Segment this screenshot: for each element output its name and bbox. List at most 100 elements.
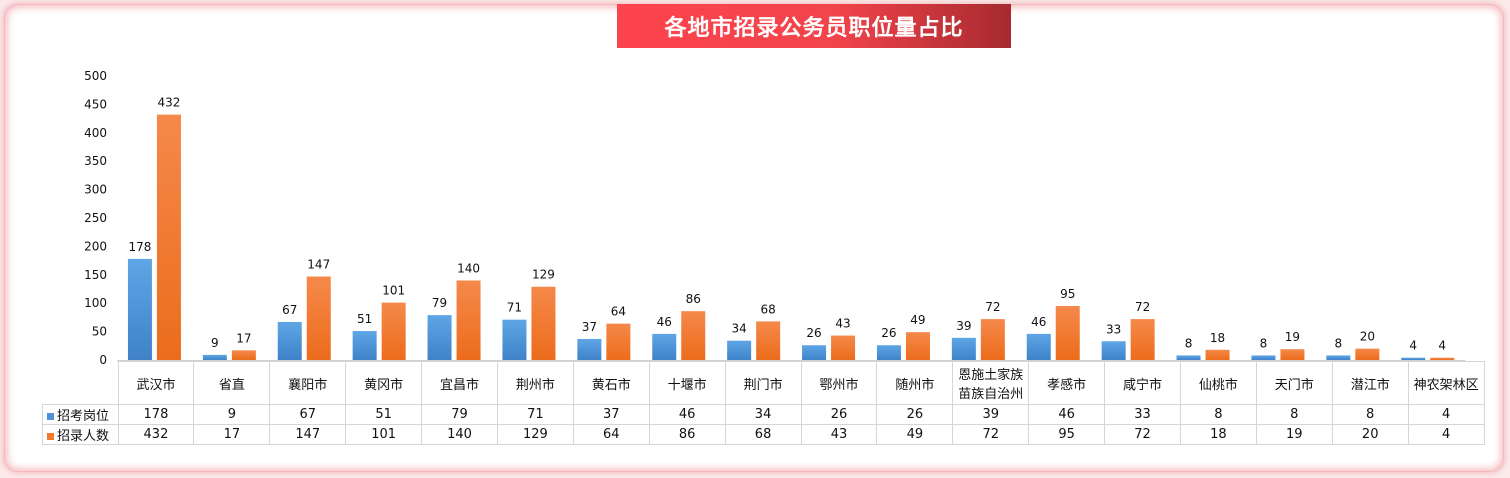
table-cell: 95 (1028, 424, 1106, 445)
table-row: 招录人数 432 17 147 101 140 129 64 86 68 43 49 72 95 72 18 1… (42, 424, 1485, 445)
bar-series2 (1205, 349, 1230, 360)
x-tick-label-line: 黄石市 (591, 377, 631, 393)
table-cell: 43 (800, 424, 878, 445)
bar-series1 (502, 319, 527, 360)
table-row: 招考岗位 178 9 67 51 79 71 37 46 34 26 26 39 46 33 8 8 8 4 (42, 404, 1485, 425)
y-tick-label: 450 (84, 97, 107, 111)
bar-series2 (1130, 319, 1155, 360)
data-label-series1: 37 (582, 320, 597, 334)
data-label-series1: 8 (1335, 336, 1343, 350)
table-cell: 140 (421, 424, 498, 445)
bar-series1 (802, 345, 827, 360)
x-tick-label-line: 随州市 (895, 377, 935, 393)
bar-series2 (231, 350, 256, 360)
data-label-series1: 178 (128, 240, 151, 254)
bar-series1 (352, 331, 377, 360)
data-label-series2: 432 (157, 96, 180, 110)
table-cell: 18 (1179, 424, 1257, 445)
table-cell: 37 (572, 404, 650, 425)
data-label-series2: 17 (236, 331, 251, 345)
table-cell: 432 (117, 424, 195, 445)
table-cell: 64 (572, 424, 650, 445)
bar-series1 (1401, 357, 1426, 360)
data-label-series1: 51 (357, 312, 372, 326)
x-tick-label: 咸宁市 (1104, 361, 1181, 405)
data-label-series2: 72 (1135, 300, 1150, 314)
bar-series2 (1355, 348, 1380, 360)
data-label-series2: 129 (532, 268, 555, 282)
bar-series1 (951, 337, 976, 360)
bar-series2 (531, 286, 556, 360)
table-cell: 4 (1407, 404, 1485, 425)
x-tick-label-line: 宜昌市 (440, 377, 480, 393)
data-label-series2: 4 (1438, 339, 1446, 353)
x-tick-label-line: 天门市 (1274, 377, 1314, 393)
table-cell: 8 (1255, 404, 1333, 425)
x-tick-label-line: 武汉市 (136, 377, 176, 393)
table-cell: 46 (1028, 404, 1106, 425)
x-tick-label-line: 省直 (218, 377, 245, 393)
table-cell: 72 (1104, 424, 1181, 445)
x-tick-label-line: 潜江市 (1350, 377, 1390, 393)
x-tick-label: 孝感市 (1028, 361, 1106, 405)
x-tick-label-line: 黄冈市 (364, 377, 404, 393)
data-label-series2: 43 (835, 317, 850, 331)
table-cell: 33 (1104, 404, 1181, 425)
x-tick-label: 黄冈市 (345, 361, 423, 405)
bar-series2 (905, 332, 930, 360)
y-tick-label: 500 (84, 69, 107, 83)
x-tick-label: 十堰市 (648, 361, 726, 405)
x-tick-label-line: 仙桃市 (1198, 377, 1238, 393)
x-tick-label: 黄石市 (572, 361, 650, 405)
bar-series2 (681, 311, 706, 360)
data-label-series1: 71 (507, 301, 522, 315)
bar-series1 (652, 333, 677, 360)
y-tick-label: 0 (99, 353, 107, 367)
data-label-series2: 68 (761, 302, 776, 316)
legend-swatch (47, 413, 54, 420)
data-label-series2: 64 (611, 305, 626, 319)
data-label-series2: 19 (1285, 330, 1300, 344)
bar-series1 (1026, 333, 1051, 360)
data-label-series2: 140 (457, 261, 480, 275)
bar-series2 (1280, 349, 1305, 360)
y-tick-label: 250 (84, 211, 107, 225)
x-tick-label: 鄂州市 (800, 361, 878, 405)
bar-series2 (606, 323, 631, 360)
data-label-series1: 79 (432, 296, 447, 310)
x-tick-label: 天门市 (1255, 361, 1333, 405)
table-cell: 129 (496, 424, 574, 445)
bar-series2 (456, 280, 481, 360)
table-cell: 79 (421, 404, 498, 425)
table-cell: 8 (1179, 404, 1257, 425)
bar-series1 (1176, 355, 1201, 360)
data-label-series1: 67 (282, 303, 297, 317)
table-cell: 67 (269, 404, 347, 425)
table-cell: 72 (952, 424, 1030, 445)
data-label-series1: 34 (732, 322, 747, 336)
bar-series1 (127, 258, 152, 360)
table-cell: 178 (117, 404, 195, 425)
x-tick-label: 仙桃市 (1179, 361, 1257, 405)
bar-series2 (980, 319, 1005, 360)
x-tick-label: 荆州市 (496, 361, 574, 405)
table-cell: 101 (345, 424, 423, 445)
table-cell: 26 (876, 404, 954, 425)
bar-series2 (756, 321, 781, 360)
table-cell: 71 (496, 404, 574, 425)
bar-series2 (1430, 357, 1455, 360)
table-cell: 4 (1407, 424, 1485, 445)
table-cell: 68 (724, 424, 802, 445)
data-label-series1: 4 (1409, 339, 1417, 353)
x-tick-label-line: 苗族自治州 (958, 387, 1024, 402)
y-tick-label: 50 (92, 325, 107, 339)
bar-series1 (727, 340, 752, 360)
table-cell: 9 (193, 404, 271, 425)
bar-series1 (577, 338, 602, 360)
x-tick-label: 神农架林区 (1407, 361, 1485, 405)
bar-series1 (427, 315, 452, 360)
data-label-series1: 9 (211, 336, 219, 350)
data-label-series1: 46 (657, 315, 672, 329)
x-tick-label: 省直 (193, 361, 271, 405)
